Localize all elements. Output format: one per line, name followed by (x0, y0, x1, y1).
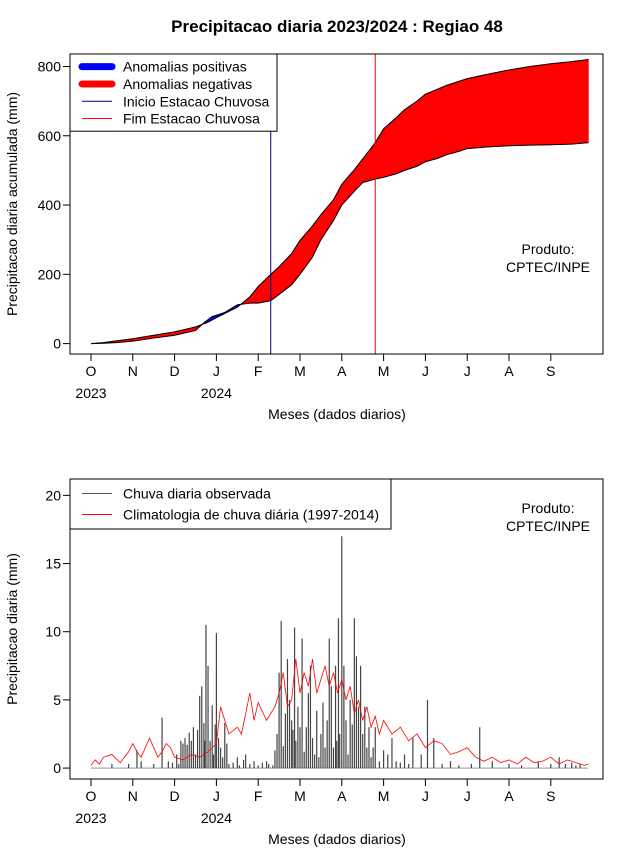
bottom-annotation-line-1: Produto: (522, 500, 575, 516)
top-y-tick-label: 400 (38, 197, 62, 213)
top-annotation-line-2: CPTEC/INPE (506, 259, 590, 275)
top-x-year-label: 2024 (201, 385, 232, 401)
bottom-y-tick-label: 10 (45, 624, 61, 640)
top-x-tick-label: S (546, 363, 555, 379)
bottom-x-tick-label: J (213, 788, 220, 804)
bottom-x-tick-label: M (294, 788, 306, 804)
top-y-tick-label: 600 (38, 128, 62, 144)
top-x-tick-label: D (170, 363, 180, 379)
top-x-tick-label: F (254, 363, 263, 379)
bottom-legend-label: Chuva diaria observada (123, 486, 271, 502)
top-y-axis-label: Precipitacao diaria acumulada (mm) (4, 92, 20, 316)
top-legend-label: Anomalias positivas (123, 59, 247, 75)
top-chart-title: Precipitacao diaria 2023/2024 : Regiao 4… (171, 17, 503, 36)
top-x-tick-label: A (504, 363, 514, 379)
top-x-tick-label: J (213, 363, 220, 379)
top-y-tick-label: 200 (38, 266, 62, 282)
top-x-tick-label: J (464, 363, 471, 379)
climatology-daily-line (90, 658, 589, 766)
bottom-x-tick-label: O (86, 788, 97, 804)
bottom-y-tick-label: 15 (45, 556, 61, 572)
top-legend-label: Anomalias negativas (123, 76, 252, 92)
bottom-x-tick-label: J (422, 788, 429, 804)
bottom-y-tick-label: 5 (53, 692, 61, 708)
observed-cumulative-line (90, 142, 589, 345)
top-x-tick-label: J (422, 363, 429, 379)
bottom-y-tick-label: 20 (45, 487, 61, 503)
bottom-x-tick-label: D (170, 788, 180, 804)
top-x-tick-label: O (86, 363, 97, 379)
top-y-tick-label: 800 (38, 58, 62, 74)
bottom-y-axis-label: Precipitacao diaria (mm) (4, 553, 20, 705)
bottom-legend-label: Climatologia de chuva diária (1997-2014) (123, 507, 379, 523)
bottom-legend: Chuva diaria observada Climatologia de ch… (69, 478, 392, 530)
top-annotation-line-1: Produto: (522, 241, 575, 257)
bottom-x-year-label: 2024 (201, 810, 232, 826)
bottom-x-year-label: 2023 (75, 810, 106, 826)
bottom-x-tick-label: M (378, 788, 390, 804)
bottom-x-tick-label: F (254, 788, 263, 804)
top-x-tick-label: M (294, 363, 306, 379)
bottom-x-tick-label: A (504, 788, 514, 804)
top-x-axis-label: Meses (dados diarios) (268, 406, 406, 422)
top-x-tick-label: M (378, 363, 390, 379)
top-x-tick-label: A (337, 363, 347, 379)
bottom-x-tick-label: S (546, 788, 555, 804)
climatology-cumulative-line (90, 59, 589, 345)
top-chart: 0 200 400 600 800 O N D J F M A M J J A S 2023 2024 Precip… (4, 53, 604, 422)
bottom-chart: 0 5 10 15 20 O N D J F M A M J J A S 2023 2024 Precipitaca… (4, 478, 604, 847)
top-legend-label: Fim Estacao Chuvosa (123, 111, 260, 127)
top-legend-label: Inicio Estacao Chuvosa (123, 93, 270, 109)
top-y-tick-label: 0 (53, 336, 61, 352)
top-x-year-label: 2023 (75, 385, 106, 401)
bottom-x-tick-label: N (128, 788, 138, 804)
bottom-x-tick-label: A (337, 788, 347, 804)
bottom-y-tick-label: 0 (53, 760, 61, 776)
anomaly-band-segment (587, 59, 589, 144)
bottom-x-tick-label: J (464, 788, 471, 804)
top-x-tick-label: N (128, 363, 138, 379)
bottom-x-axis-label: Meses (dados diarios) (268, 831, 406, 847)
bottom-annotation-line-2: CPTEC/INPE (506, 518, 590, 534)
bottom-legend-box (69, 478, 392, 530)
